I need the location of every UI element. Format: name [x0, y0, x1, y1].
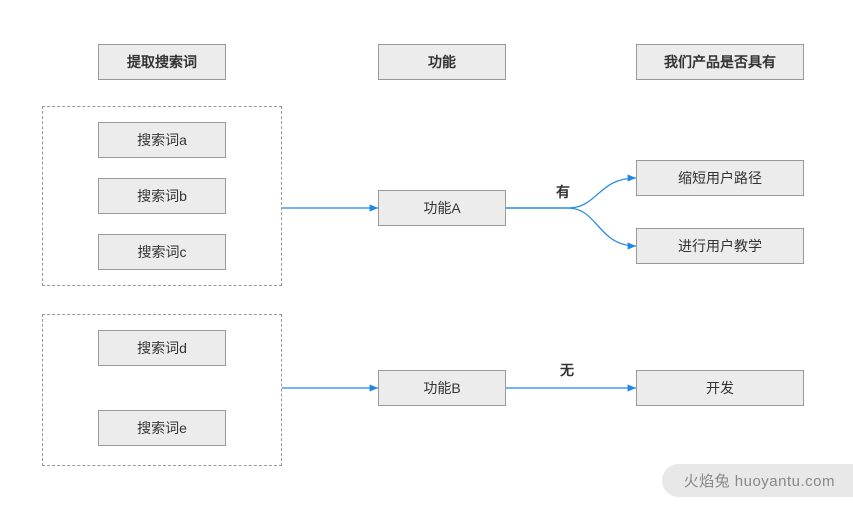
node-label: 搜索词c — [138, 242, 187, 262]
edge-label-none: 无 — [560, 360, 574, 380]
header-col3: 我们产品是否具有 — [636, 44, 804, 80]
header-col2: 功能 — [378, 44, 506, 80]
node-search-d: 搜索词d — [98, 330, 226, 366]
node-result-shorten-path: 缩短用户路径 — [636, 160, 804, 196]
header-label: 提取搜索词 — [127, 52, 197, 72]
node-label: 搜索词b — [137, 186, 187, 206]
node-label: 开发 — [706, 378, 734, 398]
node-search-a: 搜索词a — [98, 122, 226, 158]
node-label: 功能A — [423, 198, 460, 218]
node-function-a: 功能A — [378, 190, 506, 226]
node-label: 缩短用户路径 — [678, 168, 762, 188]
watermark: 火焰兔 huoyantu.com — [662, 464, 853, 497]
node-search-c: 搜索词c — [98, 234, 226, 270]
node-label: 功能B — [423, 378, 460, 398]
node-search-e: 搜索词e — [98, 410, 226, 446]
header-label: 功能 — [428, 52, 456, 72]
header-label: 我们产品是否具有 — [664, 52, 776, 72]
node-result-develop: 开发 — [636, 370, 804, 406]
node-label: 进行用户教学 — [678, 236, 762, 256]
node-result-user-teaching: 进行用户教学 — [636, 228, 804, 264]
node-function-b: 功能B — [378, 370, 506, 406]
node-label: 搜索词d — [137, 338, 187, 358]
node-label: 搜索词e — [137, 418, 187, 438]
header-col1: 提取搜索词 — [98, 44, 226, 80]
edge-label-have: 有 — [556, 182, 570, 202]
node-label: 搜索词a — [137, 130, 187, 150]
node-search-b: 搜索词b — [98, 178, 226, 214]
